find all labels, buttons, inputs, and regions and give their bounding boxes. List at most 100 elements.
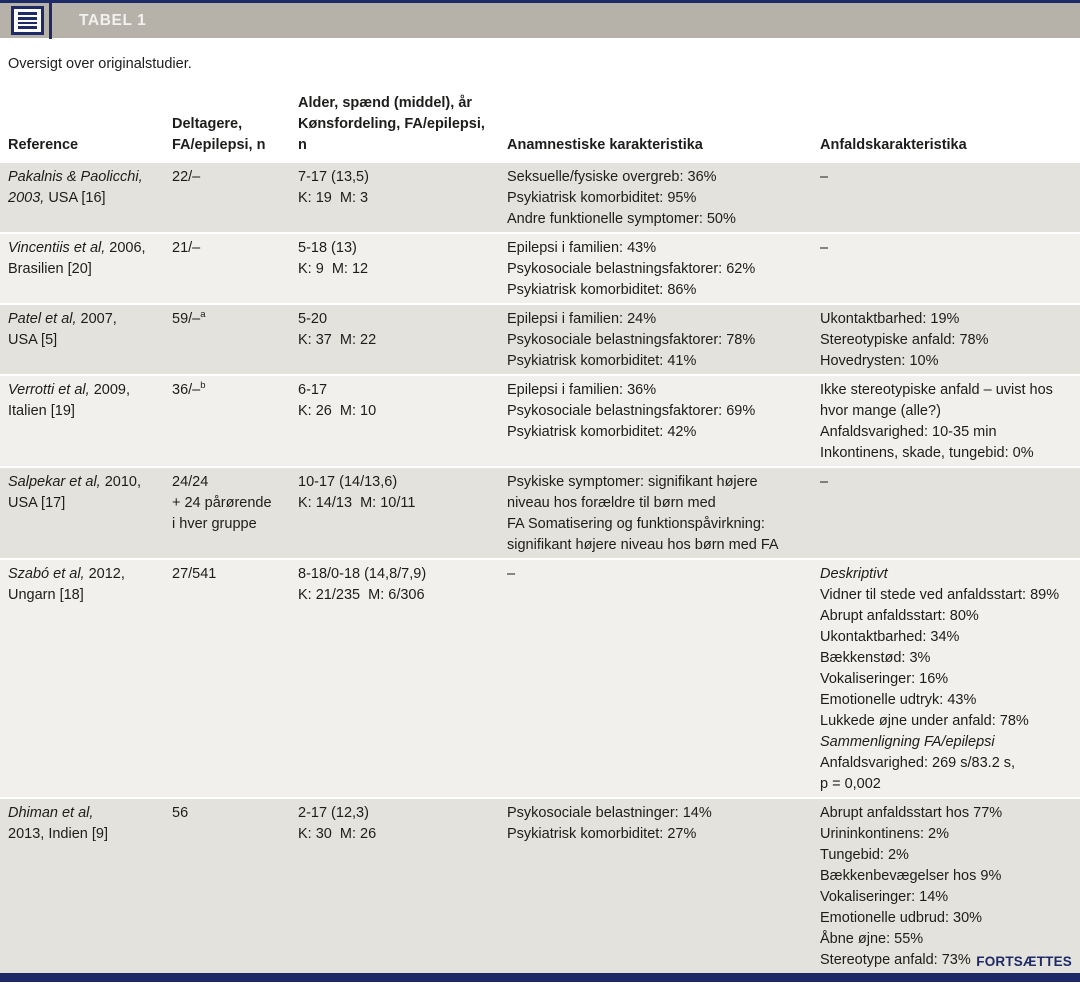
text-segment: Vidner til stede ved anfaldsstart: 89% [820,587,1060,603]
column-header-line: Anfaldskarakteristika [820,137,967,153]
cell-text-line: K: 14/13 M: 10/11 [298,493,497,514]
cell-text-line: 2013, Indien [9] [8,824,162,845]
table-row: Dhiman et al, 2013, Indien [9] 56 2-17 (12,… [0,799,1080,973]
text-segment: 36/– [172,382,201,398]
cell-text-line: Emotionelle udtryk: 43% [820,690,1062,711]
cell-text-line: Patel et al, 2007, [8,309,162,330]
cell-text-line: Psykiatrisk komorbiditet: 27% [507,824,810,845]
text-segment: 2006, [105,240,146,256]
cell-text-line: Tungebid: 2% [820,845,1062,866]
column-header-4: Anfaldskarakteristika [820,135,1072,156]
cell-text-line: p = 0,002 [820,774,1062,795]
cell-text-line: K: 26 M: 10 [298,401,497,422]
text-segment: 21/– [172,240,201,256]
cell-text-line: Urininkontinens: 2% [820,824,1062,845]
text-segment: Anfaldsvarighed: 10-35 min [820,424,997,440]
text-segment: K: 21/235 M: 6/306 [298,587,425,603]
text-segment: 2013, Indien [9] [8,826,108,842]
cell-text-line: K: 21/235 M: 6/306 [298,585,497,606]
cell-anamnestic: Epilepsi i familien: 43% Psykosociale bel… [507,234,820,303]
cell-text-line: Åbne øjne: 55% [820,929,1062,950]
cell-anamnestic: – [507,560,820,797]
cell-text-line: Ungarn [18] [8,585,162,606]
column-header-line: Deltagere, [172,116,243,132]
text-segment: Psykiske symptomer: signifikant højere [507,474,758,490]
column-header-line: Kønsfordeling, FA/epilepsi, n [298,116,489,153]
text-segment: Lukkede øjne under anfald: 78% [820,713,1029,729]
cell-text-line: signifikant højere niveau hos børn med F… [507,535,810,556]
text-segment: K: 14/13 M: 10/11 [298,495,416,511]
cell-reference: Patel et al, 2007, USA [5] [8,305,172,374]
continued-label: FORTSÆTTES [976,954,1072,969]
cell-text-line: Epilepsi i familien: 43% [507,238,810,259]
text-segment: Epilepsi i familien: 43% [507,240,657,256]
cell-text-line: Deskriptivt [820,564,1062,585]
column-header-3: Anamnestiske karakteristika [507,135,820,156]
column-header-1: Deltagere, FA/epilepsi, n [172,114,298,156]
text-segment: Inkontinens, skade, tungebid: 0% [820,445,1034,461]
text-segment: Psykiatrisk komorbiditet: 42% [507,424,697,440]
cell-text-line: Ukontaktbarhed: 34% [820,627,1062,648]
cell-text-line: Verrotti et al, 2009, [8,380,162,401]
cell-text-line: Brasilien [20] [8,259,162,280]
text-segment: Andre funktionelle symptomer: 50% [507,211,736,227]
cell-text-line: 56 [172,803,288,824]
cell-text-line: 22/– [172,167,288,188]
text-segment: Psykosociale belastningsfaktorer: 78% [507,332,756,348]
cell-text-line: Vokaliseringer: 16% [820,669,1062,690]
cell-text-line: Vidner til stede ved anfaldsstart: 89% [820,585,1062,606]
text-segment: K: 26 M: 10 [298,403,377,419]
cell-text-line: Psykosociale belastningsfaktorer: 78% [507,330,810,351]
text-segment: Abrupt anfaldsstart: 80% [820,608,979,624]
cell-text-line: 5-20 [298,309,497,330]
cell-text-line: Seksuelle/fysiske overgreb: 36% [507,167,810,188]
text-segment: Urininkontinens: 2% [820,826,949,842]
text-segment: Patel et al, [8,311,77,327]
cell-text-line: 6-17 [298,380,497,401]
footnote-marker: b [200,380,206,392]
cell-text-line: 27/541 [172,564,288,585]
table-row: Verrotti et al, 2009, Italien [19] 36/–b 6-… [0,376,1080,466]
text-segment: p = 0,002 [820,776,881,792]
cell-text-line: Sammenligning FA/epilepsi [820,732,1062,753]
cell-seizure: Abrupt anfaldsstart hos 77% Urininkontine… [820,799,1072,973]
cell-text-line: i hver gruppe [172,514,288,535]
cell-text-line: – [507,564,810,585]
cell-text-line: niveau hos forældre til børn med [507,493,810,514]
cell-text-line: + 24 pårørende [172,493,288,514]
cell-text-line: Ikke stereotypiske anfald – uvist hos [820,380,1062,401]
cell-age_gender: 5-20 K: 37 M: 22 [298,305,507,374]
cell-reference: Verrotti et al, 2009, Italien [19] [8,376,172,466]
cell-text-line: Psykiatrisk komorbiditet: 41% [507,351,810,372]
cell-text-line: 36/–b [172,380,288,401]
cell-participants: 22/– [172,163,298,232]
text-segment: 2007, [76,311,117,327]
cell-participants: 36/–b [172,376,298,466]
text-segment: 56 [172,805,189,821]
cell-text-line: Bækkenbevægelser hos 9% [820,866,1062,887]
cell-age_gender: 5-18 (13) K: 9 M: 12 [298,234,507,303]
cell-text-line: USA [5] [8,330,162,351]
text-segment: Stereotypiske anfald: 78% [820,332,989,348]
cell-seizure: – [820,163,1072,232]
table-title-bar: TABEL 1 [0,0,1080,39]
cell-text-line: Andre funktionelle symptomer: 50% [507,209,810,230]
text-segment: FA Somatisering og funktionspåvirkning: [507,516,765,532]
text-segment: – [507,566,516,582]
cell-text-line: 2003, USA [16] [8,188,162,209]
cell-seizure: Ikke stereotypiske anfald – uvist hos hvo… [820,376,1072,466]
text-segment: Tungebid: 2% [820,847,909,863]
table-list-icon-line [18,12,37,15]
cell-text-line: K: 37 M: 22 [298,330,497,351]
cell-text-line: Stereotypiske anfald: 78% [820,330,1062,351]
cell-text-line: Dhiman et al, [8,803,162,824]
text-segment: Deskriptivt [820,566,888,582]
cell-age_gender: 10-17 (14/13,6) K: 14/13 M: 10/11 [298,468,507,558]
table-row: Pakalnis & Paolicchi, 2003, USA [16] 22/– 7… [0,163,1080,232]
cell-text-line: Epilepsi i familien: 36% [507,380,810,401]
cell-anamnestic: Seksuelle/fysiske overgreb: 36% Psykiatri… [507,163,820,232]
cell-seizure: Ukontaktbarhed: 19% Stereotypiske anfald:… [820,305,1072,374]
text-segment: niveau hos forældre til børn med [507,495,716,511]
cell-text-line: Psykiatrisk komorbiditet: 42% [507,422,810,443]
text-segment: Åbne øjne: 55% [820,931,924,947]
